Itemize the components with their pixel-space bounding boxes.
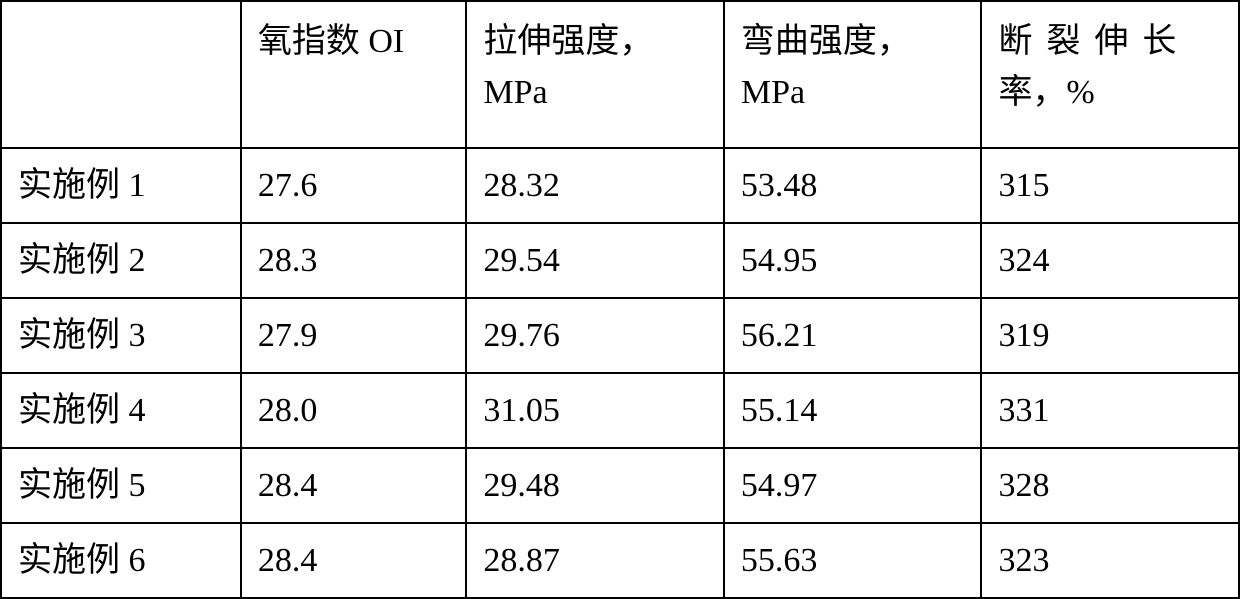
row-flexural: 56.21	[724, 298, 982, 373]
row-tensile: 29.54	[466, 223, 724, 298]
header-elongation-line1: 断裂伸长	[998, 23, 1190, 60]
row-elongation: 319	[981, 298, 1239, 373]
row-oi: 28.4	[241, 523, 466, 598]
header-cell-oi: 氧指数 OI	[241, 1, 466, 148]
row-flexural: 53.48	[724, 148, 982, 223]
data-table: 氧指数 OI 拉伸强度， MPa 弯曲强度， MPa 断裂伸长 率，% 实施例 …	[0, 0, 1240, 599]
header-oi-line1: 氧指数 OI	[258, 23, 404, 60]
row-tensile: 29.48	[466, 448, 724, 523]
row-oi: 28.0	[241, 373, 466, 448]
row-flexural: 55.14	[724, 373, 982, 448]
table-row: 实施例 4 28.0 31.05 55.14 331	[1, 373, 1239, 448]
row-tensile: 28.32	[466, 148, 724, 223]
row-oi: 27.6	[241, 148, 466, 223]
table-row: 实施例 6 28.4 28.87 55.63 323	[1, 523, 1239, 598]
table-row: 实施例 3 27.9 29.76 56.21 319	[1, 298, 1239, 373]
row-label: 实施例 3	[1, 298, 241, 373]
row-flexural: 55.63	[724, 523, 982, 598]
table-row: 实施例 1 27.6 28.32 53.48 315	[1, 148, 1239, 223]
row-flexural: 54.97	[724, 448, 982, 523]
row-oi: 27.9	[241, 298, 466, 373]
row-oi: 28.4	[241, 448, 466, 523]
header-tensile-line2: MPa	[483, 74, 547, 111]
row-label: 实施例 4	[1, 373, 241, 448]
table-row: 实施例 5 28.4 29.48 54.97 328	[1, 448, 1239, 523]
row-elongation: 324	[981, 223, 1239, 298]
row-flexural: 54.95	[724, 223, 982, 298]
row-tensile: 31.05	[466, 373, 724, 448]
row-elongation: 323	[981, 523, 1239, 598]
row-elongation: 331	[981, 373, 1239, 448]
table-header-row: 氧指数 OI 拉伸强度， MPa 弯曲强度， MPa 断裂伸长 率，%	[1, 1, 1239, 148]
header-cell-tensile: 拉伸强度， MPa	[466, 1, 724, 148]
row-tensile: 28.87	[466, 523, 724, 598]
header-elongation-line2: 率，%	[998, 74, 1094, 111]
row-oi: 28.3	[241, 223, 466, 298]
row-elongation: 328	[981, 448, 1239, 523]
row-tensile: 29.76	[466, 298, 724, 373]
row-label: 实施例 6	[1, 523, 241, 598]
row-label: 实施例 1	[1, 148, 241, 223]
header-flexural-line2: MPa	[741, 74, 805, 111]
header-tensile-line1: 拉伸强度，	[483, 23, 653, 60]
header-flexural-line1: 弯曲强度，	[741, 23, 911, 60]
header-cell-flexural: 弯曲强度， MPa	[724, 1, 982, 148]
row-elongation: 315	[981, 148, 1239, 223]
header-cell-blank	[1, 1, 241, 148]
row-label: 实施例 5	[1, 448, 241, 523]
row-label: 实施例 2	[1, 223, 241, 298]
header-cell-elongation: 断裂伸长 率，%	[981, 1, 1239, 148]
table-row: 实施例 2 28.3 29.54 54.95 324	[1, 223, 1239, 298]
